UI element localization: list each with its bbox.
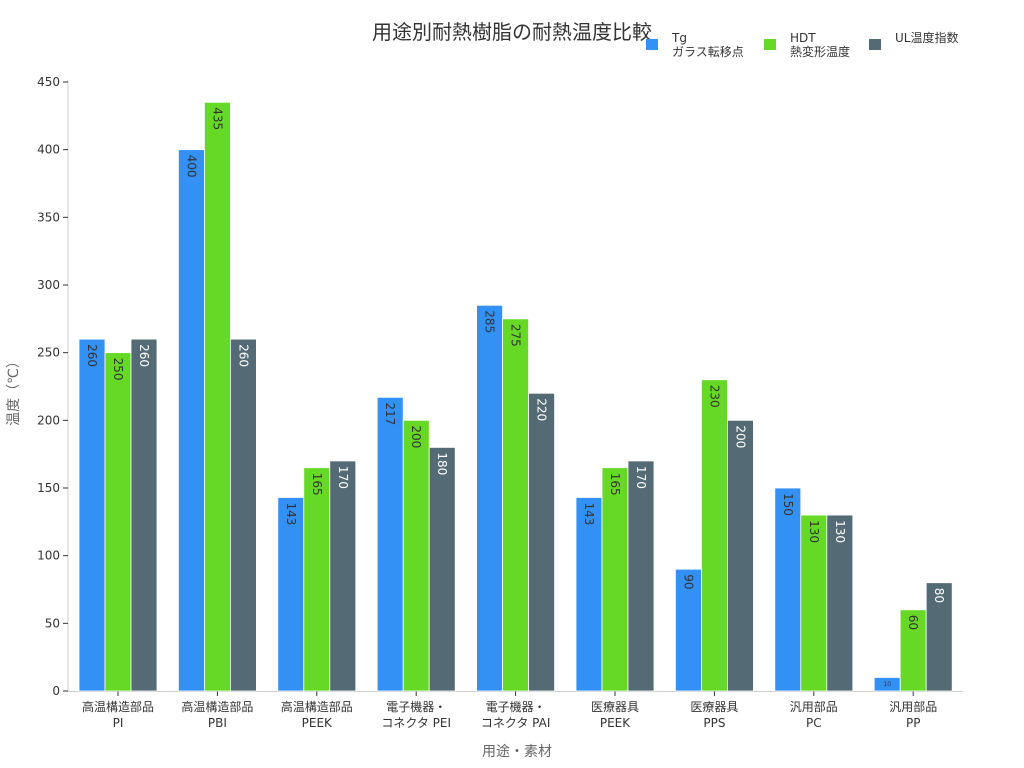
bar-value-label: 170: [634, 466, 648, 489]
bar-value-label: 200: [733, 425, 747, 448]
legend: Tg ガラス転移点 HDT 熱変形温度 UL温度指数: [646, 30, 958, 59]
x-axis-label: 用途・素材: [482, 743, 552, 760]
bar-value-label: 435: [210, 107, 224, 130]
bar: [376, 396, 404, 692]
x-tick-label: 医療器具 PEEK: [591, 700, 639, 730]
bar: [104, 352, 132, 692]
legend-label: Tg ガラス転移点: [671, 31, 744, 59]
bar-value-label: 217: [383, 402, 397, 425]
x-tick-label: 汎用部品 PP: [889, 699, 937, 730]
y-tick-label: 400: [37, 143, 60, 157]
x-tick-label: 高温構造部品 PBI: [181, 699, 253, 730]
bar: [428, 446, 456, 692]
y-tick-label: 200: [37, 413, 60, 427]
y-tick-label: 250: [37, 346, 60, 360]
bar: [329, 460, 357, 692]
x-tick-label: 高温構造部品 PI: [82, 699, 154, 730]
bar-value-label: 180: [435, 452, 449, 475]
bar-value-label: 230: [707, 385, 721, 408]
bar: [899, 609, 927, 692]
y-tick-label: 50: [45, 616, 60, 630]
bar-value-label: 220: [535, 398, 549, 421]
bar-value-label: 170: [336, 466, 350, 489]
bar-value-label: 260: [85, 344, 99, 367]
x-tick-label: 医療器具 PPS: [690, 700, 738, 730]
bar-value-label: 250: [111, 358, 125, 381]
legend-swatch: [869, 39, 881, 50]
bar-value-label: 130: [833, 520, 847, 543]
bar-value-label: 275: [509, 324, 523, 347]
bar-value-label: 165: [608, 473, 622, 496]
bar: [675, 568, 702, 692]
bar: [502, 318, 530, 692]
bar-value-label: 260: [236, 344, 250, 367]
bar: [229, 338, 257, 692]
bar-value-label: 60: [906, 615, 920, 630]
bar: [601, 467, 629, 692]
bar-value-label: 260: [137, 344, 151, 367]
y-tick-label: 300: [37, 278, 60, 292]
bar: [627, 460, 655, 692]
bar: [575, 497, 603, 692]
x-tick-label: 電子機器・コネクタ PAI: [481, 699, 551, 730]
bar-value-label: 143: [284, 502, 298, 525]
bar: [925, 582, 953, 692]
bars-group: 260 400 143 217 285 143 90 150 10 250 435 165 200 275…: [78, 101, 953, 692]
chart-title: 用途別耐熱樹脂の耐熱温度比較: [372, 20, 652, 44]
bar: [774, 487, 802, 692]
bar: [826, 514, 854, 692]
bar-value-label: 200: [409, 425, 423, 448]
y-tick-label: 450: [37, 75, 60, 89]
legend-swatch: [764, 39, 776, 50]
bar-value-label: 165: [310, 473, 324, 496]
bar: [303, 467, 331, 692]
y-axis-label: 温度（℃）: [6, 354, 22, 426]
bar-value-label: 285: [483, 310, 497, 333]
axes: 0 50 100 150 200 250 300 350 400 450 高温構造部品 PI 高温構造部…: [37, 75, 963, 730]
bar: [130, 338, 158, 692]
bar: [727, 419, 754, 692]
y-tick-label: 100: [37, 549, 60, 563]
bar: [800, 514, 828, 692]
x-tick-label: 高温構造部品 PEEK: [281, 699, 353, 730]
legend-label: UL温度指数: [895, 30, 958, 45]
bar: [701, 379, 728, 692]
bar-value-label: 80: [932, 588, 946, 603]
bar: [402, 419, 430, 692]
bar: [203, 101, 231, 692]
bar-value-label: 150: [781, 493, 795, 516]
bar-value-label: 10: [883, 681, 891, 688]
bar-value-label: 130: [807, 520, 821, 543]
bar: [177, 149, 205, 692]
y-tick-label: 350: [37, 210, 60, 224]
x-tick-label: 電子機器・コネクタ PEI: [381, 699, 451, 730]
bar: [78, 338, 106, 692]
bar-value-label: 143: [582, 502, 596, 525]
legend-label: HDT 熱変形温度: [790, 31, 850, 59]
x-tick-label: 汎用部品 PC: [790, 699, 838, 730]
bar: [476, 304, 504, 692]
bar: [528, 392, 555, 692]
bar-value-label: 400: [184, 155, 198, 178]
y-tick-label: 150: [37, 481, 60, 495]
legend-swatch: [646, 39, 658, 50]
bar-value-label: 90: [681, 574, 695, 589]
y-tick-label: 0: [52, 684, 60, 698]
bar: [277, 497, 305, 692]
